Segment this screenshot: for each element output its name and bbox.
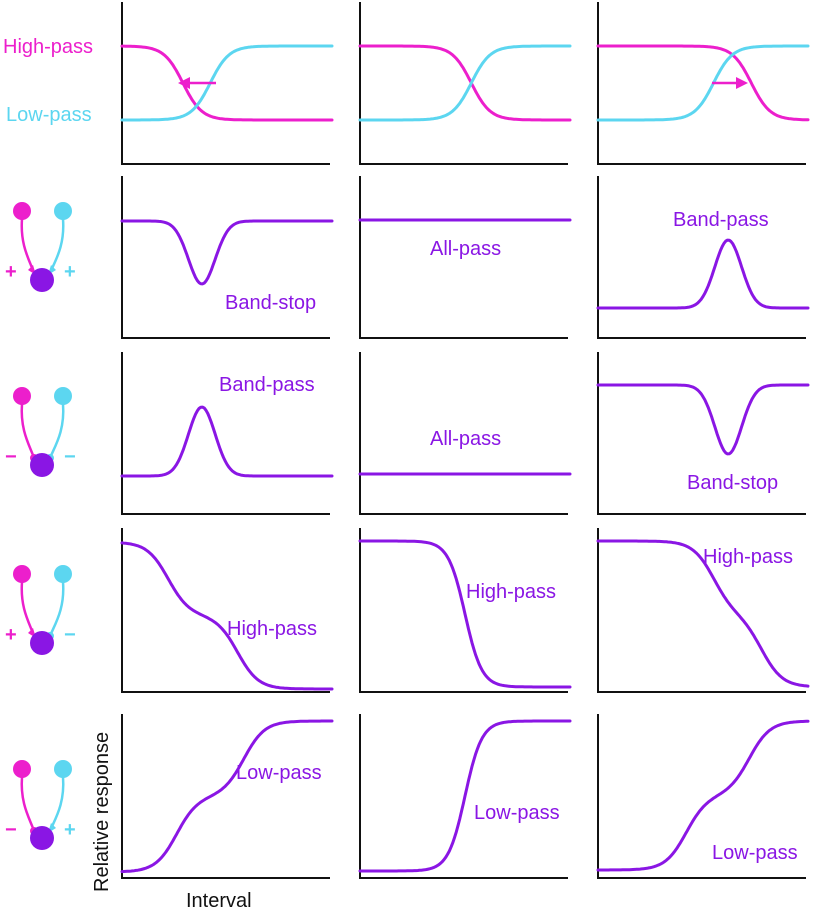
panel-axes xyxy=(597,714,806,879)
postsynaptic-neuron xyxy=(30,453,54,477)
cyan-axon xyxy=(48,581,65,637)
panel-axes xyxy=(121,714,330,879)
panel-filter-label: Low-pass xyxy=(236,762,322,784)
y-axis-label: Relative response xyxy=(91,732,113,892)
shift-left-arrow xyxy=(178,77,216,89)
magenta-synapse-sign: − xyxy=(5,446,17,468)
cyan-synapse-sign: − xyxy=(64,624,76,646)
panel-r3-c1: High-pass xyxy=(358,528,572,693)
panel-axes xyxy=(597,528,806,693)
magenta-neuron xyxy=(13,202,31,220)
synapse-icon-row-4: − + xyxy=(5,760,76,850)
panel-filter-label: All-pass xyxy=(430,238,501,260)
panel-axes xyxy=(121,352,330,515)
panel-r1-c1: All-pass xyxy=(358,176,572,339)
panel-r0-c1 xyxy=(358,2,572,165)
panel-filter-label: Band-stop xyxy=(225,292,316,314)
panel-r3-c2: High-pass xyxy=(596,528,810,693)
magenta-axon xyxy=(20,403,36,459)
panel-r0-c0 xyxy=(120,2,334,165)
cyan-synapse-sign: + xyxy=(64,261,76,283)
panel-r1-c0: Band-stop xyxy=(120,176,334,339)
panels-layer: Band-stop All-pass Band-pass Band-pass All-p… xyxy=(120,2,810,879)
panel-filter-label: High-pass xyxy=(227,618,317,640)
magenta-axon xyxy=(20,581,36,637)
magenta-synapse-sign: + xyxy=(5,624,17,646)
panel-filter-label: Band-pass xyxy=(219,374,315,396)
cyan-neuron xyxy=(54,387,72,405)
purple-response-curve xyxy=(120,719,334,874)
magenta-response-curve xyxy=(596,44,810,122)
magenta-synapse-sign: + xyxy=(5,261,17,283)
panel-r3-c0: High-pass xyxy=(120,528,334,693)
panel-filter-label: Band-pass xyxy=(673,209,769,231)
panel-r4-c0: Low-pass xyxy=(120,714,334,879)
panel-filter-label: All-pass xyxy=(430,428,501,450)
panel-filter-label: High-pass xyxy=(703,546,793,568)
cyan-neuron xyxy=(54,565,72,583)
postsynaptic-neuron xyxy=(30,268,54,292)
panel-axes xyxy=(121,2,330,165)
panel-filter-label: High-pass xyxy=(466,581,556,603)
purple-response-curve xyxy=(358,719,572,873)
magenta-neuron xyxy=(13,565,31,583)
panel-r2-c2: Band-stop xyxy=(596,352,810,515)
purple-response-curve xyxy=(596,539,810,688)
cyan-response-curve xyxy=(358,44,572,122)
panel-axes xyxy=(597,2,806,165)
panel-axes xyxy=(121,176,330,339)
panel-axes xyxy=(121,528,330,693)
purple-response-curve xyxy=(596,719,810,872)
synapse-icons-layer: + +− −+ −− + xyxy=(5,202,76,850)
panel-axes xyxy=(359,2,568,165)
magenta-response-curve xyxy=(120,44,334,122)
magenta-axon xyxy=(20,218,36,274)
x-axis-label: Interval xyxy=(186,890,252,912)
low-pass-legend-label: Low-pass xyxy=(6,104,92,126)
cyan-axon xyxy=(48,218,65,274)
panel-axes xyxy=(359,714,568,879)
cyan-neuron xyxy=(54,202,72,220)
postsynaptic-neuron xyxy=(30,826,54,850)
synapse-icon-row-3: + − xyxy=(5,565,76,655)
cyan-axon xyxy=(48,403,65,459)
cyan-response-curve xyxy=(596,44,810,122)
panel-axes xyxy=(359,176,568,339)
high-pass-legend-label: High-pass xyxy=(3,36,93,58)
panel-r0-c2 xyxy=(596,2,810,165)
cyan-neuron xyxy=(54,760,72,778)
magenta-synapse-sign: − xyxy=(5,819,17,841)
shift-right-arrow xyxy=(712,77,748,89)
purple-response-curve xyxy=(120,405,334,478)
postsynaptic-neuron xyxy=(30,631,54,655)
cyan-synapse-sign: − xyxy=(64,446,76,468)
synapse-icon-row-2: − − xyxy=(5,387,76,477)
purple-response-curve xyxy=(120,541,334,691)
panel-axes xyxy=(359,352,568,515)
synapse-icon-row-1: + + xyxy=(5,202,76,292)
panel-axes xyxy=(597,176,806,339)
magenta-axon xyxy=(20,776,36,832)
cyan-synapse-sign: + xyxy=(64,819,76,841)
panel-r1-c2: Band-pass xyxy=(596,176,810,339)
purple-response-curve xyxy=(120,219,334,286)
panel-filter-label: Low-pass xyxy=(712,842,798,864)
purple-response-curve xyxy=(358,539,572,689)
magenta-neuron xyxy=(13,387,31,405)
panel-axes xyxy=(597,352,806,515)
panel-r4-c1: Low-pass xyxy=(358,714,572,879)
cyan-response-curve xyxy=(120,44,334,122)
panel-r2-c1: All-pass xyxy=(358,352,572,515)
panel-r4-c2: Low-pass xyxy=(596,714,810,879)
cyan-axon xyxy=(48,776,65,832)
purple-response-curve xyxy=(596,383,810,456)
panel-r2-c0: Band-pass xyxy=(120,352,334,515)
magenta-response-curve xyxy=(358,44,572,122)
panel-axes xyxy=(359,528,568,693)
panel-filter-label: Band-stop xyxy=(687,472,778,494)
purple-response-curve xyxy=(596,238,810,310)
magenta-neuron xyxy=(13,760,31,778)
panel-filter-label: Low-pass xyxy=(474,802,560,824)
